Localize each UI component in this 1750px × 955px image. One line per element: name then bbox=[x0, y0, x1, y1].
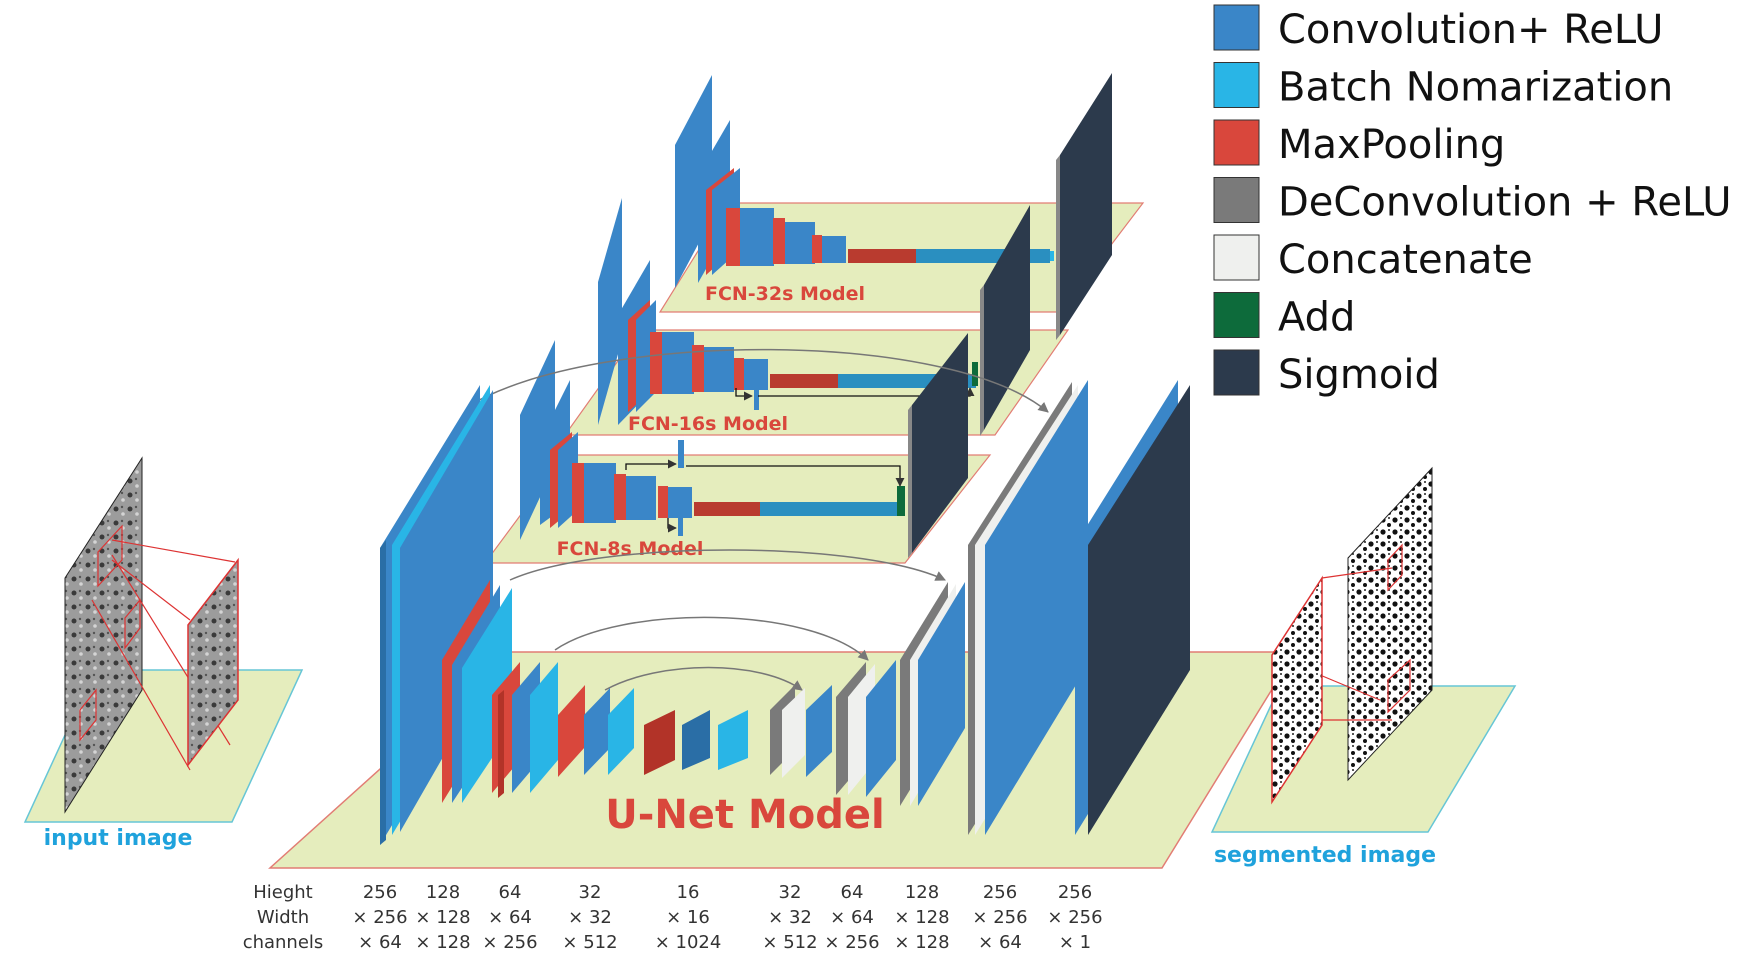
fcn16s-skip-arrow bbox=[735, 387, 975, 401]
dim-cell: × 16 bbox=[666, 907, 710, 928]
dim-row-label: Hieght bbox=[253, 882, 313, 903]
legend-swatch-2 bbox=[1213, 119, 1260, 166]
unet-bottleneck-conv bbox=[682, 710, 710, 770]
unet-bottleneck-bn bbox=[718, 710, 748, 770]
dimension-table: Hieght Width channels 256 × 256 × 64 128 × 128 ×… bbox=[243, 882, 1103, 953]
segmented-image-caption: segmented image bbox=[1214, 843, 1436, 868]
dim-cell: × 256 bbox=[1047, 907, 1102, 928]
unet-enc2-bn bbox=[462, 588, 512, 803]
unet-dec2-conv bbox=[918, 582, 965, 806]
dim-cell: × 1024 bbox=[655, 932, 722, 953]
dim-cell: 128 bbox=[905, 882, 939, 903]
dim-cell: × 64 bbox=[488, 907, 532, 928]
unet-enc4-bn bbox=[608, 688, 634, 775]
legend-label-0: Convolution+ ReLU bbox=[1278, 7, 1663, 53]
dim-cell: × 128 bbox=[894, 932, 949, 953]
dim-cell: × 128 bbox=[415, 932, 470, 953]
output-image-plane bbox=[1347, 466, 1433, 782]
fcn8s-label: FCN-8s Model bbox=[557, 538, 704, 560]
legend-swatch-0 bbox=[1213, 4, 1260, 51]
legend-label-1: Batch Nomarization bbox=[1278, 65, 1673, 111]
fcn16s-label: FCN-16s Model bbox=[628, 413, 788, 435]
dim-cell: 32 bbox=[779, 882, 802, 903]
dim-cell: × 64 bbox=[830, 907, 874, 928]
dim-cell: × 64 bbox=[978, 932, 1022, 953]
unet-enc1-conv2 bbox=[400, 390, 493, 832]
legend-label-4: Concatenate bbox=[1278, 237, 1533, 283]
unet-dec4-conv bbox=[806, 685, 832, 777]
dim-cell: × 512 bbox=[762, 932, 817, 953]
dim-cell: × 128 bbox=[415, 907, 470, 928]
input-image-plane bbox=[64, 456, 143, 814]
unet-skip-arcs bbox=[469, 348, 1049, 691]
unet-dec3-conv bbox=[866, 660, 896, 797]
legend-label-2: MaxPooling bbox=[1278, 122, 1505, 168]
legend-swatch-1 bbox=[1213, 62, 1260, 108]
dim-cell: × 1 bbox=[1059, 932, 1091, 953]
dim-cell: × 128 bbox=[894, 907, 949, 928]
legend-swatch-6 bbox=[1213, 349, 1260, 396]
unet-dec4-concat bbox=[782, 688, 805, 778]
dim-cell: × 256 bbox=[482, 932, 537, 953]
legend-swatch-3 bbox=[1213, 177, 1260, 223]
dim-cell: × 64 bbox=[358, 932, 402, 953]
dim-cell: × 256 bbox=[972, 907, 1027, 928]
fcn8s-layers bbox=[520, 333, 968, 558]
fcn8s-skip-arrows bbox=[625, 459, 905, 533]
unet-output-sigmoid bbox=[1088, 385, 1190, 835]
unet-dec1-conv bbox=[985, 380, 1088, 835]
unet-bottleneck-pool bbox=[644, 710, 675, 775]
unet-enc4-pool bbox=[558, 685, 585, 777]
dim-cell: × 256 bbox=[352, 907, 407, 928]
dim-cell: 64 bbox=[841, 882, 864, 903]
input-zoom-plane bbox=[187, 557, 239, 768]
legend-label-6: Sigmoid bbox=[1278, 352, 1440, 398]
dim-cell: 256 bbox=[363, 882, 397, 903]
dim-row-label: channels bbox=[243, 932, 324, 953]
input-image-caption: input image bbox=[44, 826, 193, 851]
dim-cell: 256 bbox=[1058, 882, 1092, 903]
dim-cell: × 32 bbox=[568, 907, 612, 928]
unet-label: U-Net Model bbox=[605, 792, 885, 838]
dim-cell: × 256 bbox=[824, 932, 879, 953]
legend-label-3: DeConvolution + ReLU bbox=[1278, 180, 1732, 226]
output-zoom-plane bbox=[1271, 575, 1323, 805]
legend-swatch-5 bbox=[1213, 292, 1260, 338]
dim-cell: 32 bbox=[579, 882, 602, 903]
dim-row-label: Width bbox=[257, 907, 309, 928]
dim-cell: 128 bbox=[426, 882, 460, 903]
fcn32s-layers bbox=[675, 73, 1112, 340]
dim-cell: 256 bbox=[983, 882, 1017, 903]
legend-swatch-4 bbox=[1213, 234, 1260, 281]
dim-cell: 64 bbox=[499, 882, 522, 903]
unet-enc3-bn bbox=[530, 662, 558, 793]
dim-cell: 16 bbox=[677, 882, 700, 903]
legend: Convolution+ ReLU Batch Nomarization MaxPo… bbox=[1213, 4, 1732, 398]
unet-enc4-conv bbox=[584, 688, 610, 775]
legend-label-5: Add bbox=[1278, 295, 1355, 341]
fcn32s-label: FCN-32s Model bbox=[705, 283, 865, 305]
dim-cell: × 32 bbox=[768, 907, 812, 928]
dim-cell: × 512 bbox=[562, 932, 617, 953]
